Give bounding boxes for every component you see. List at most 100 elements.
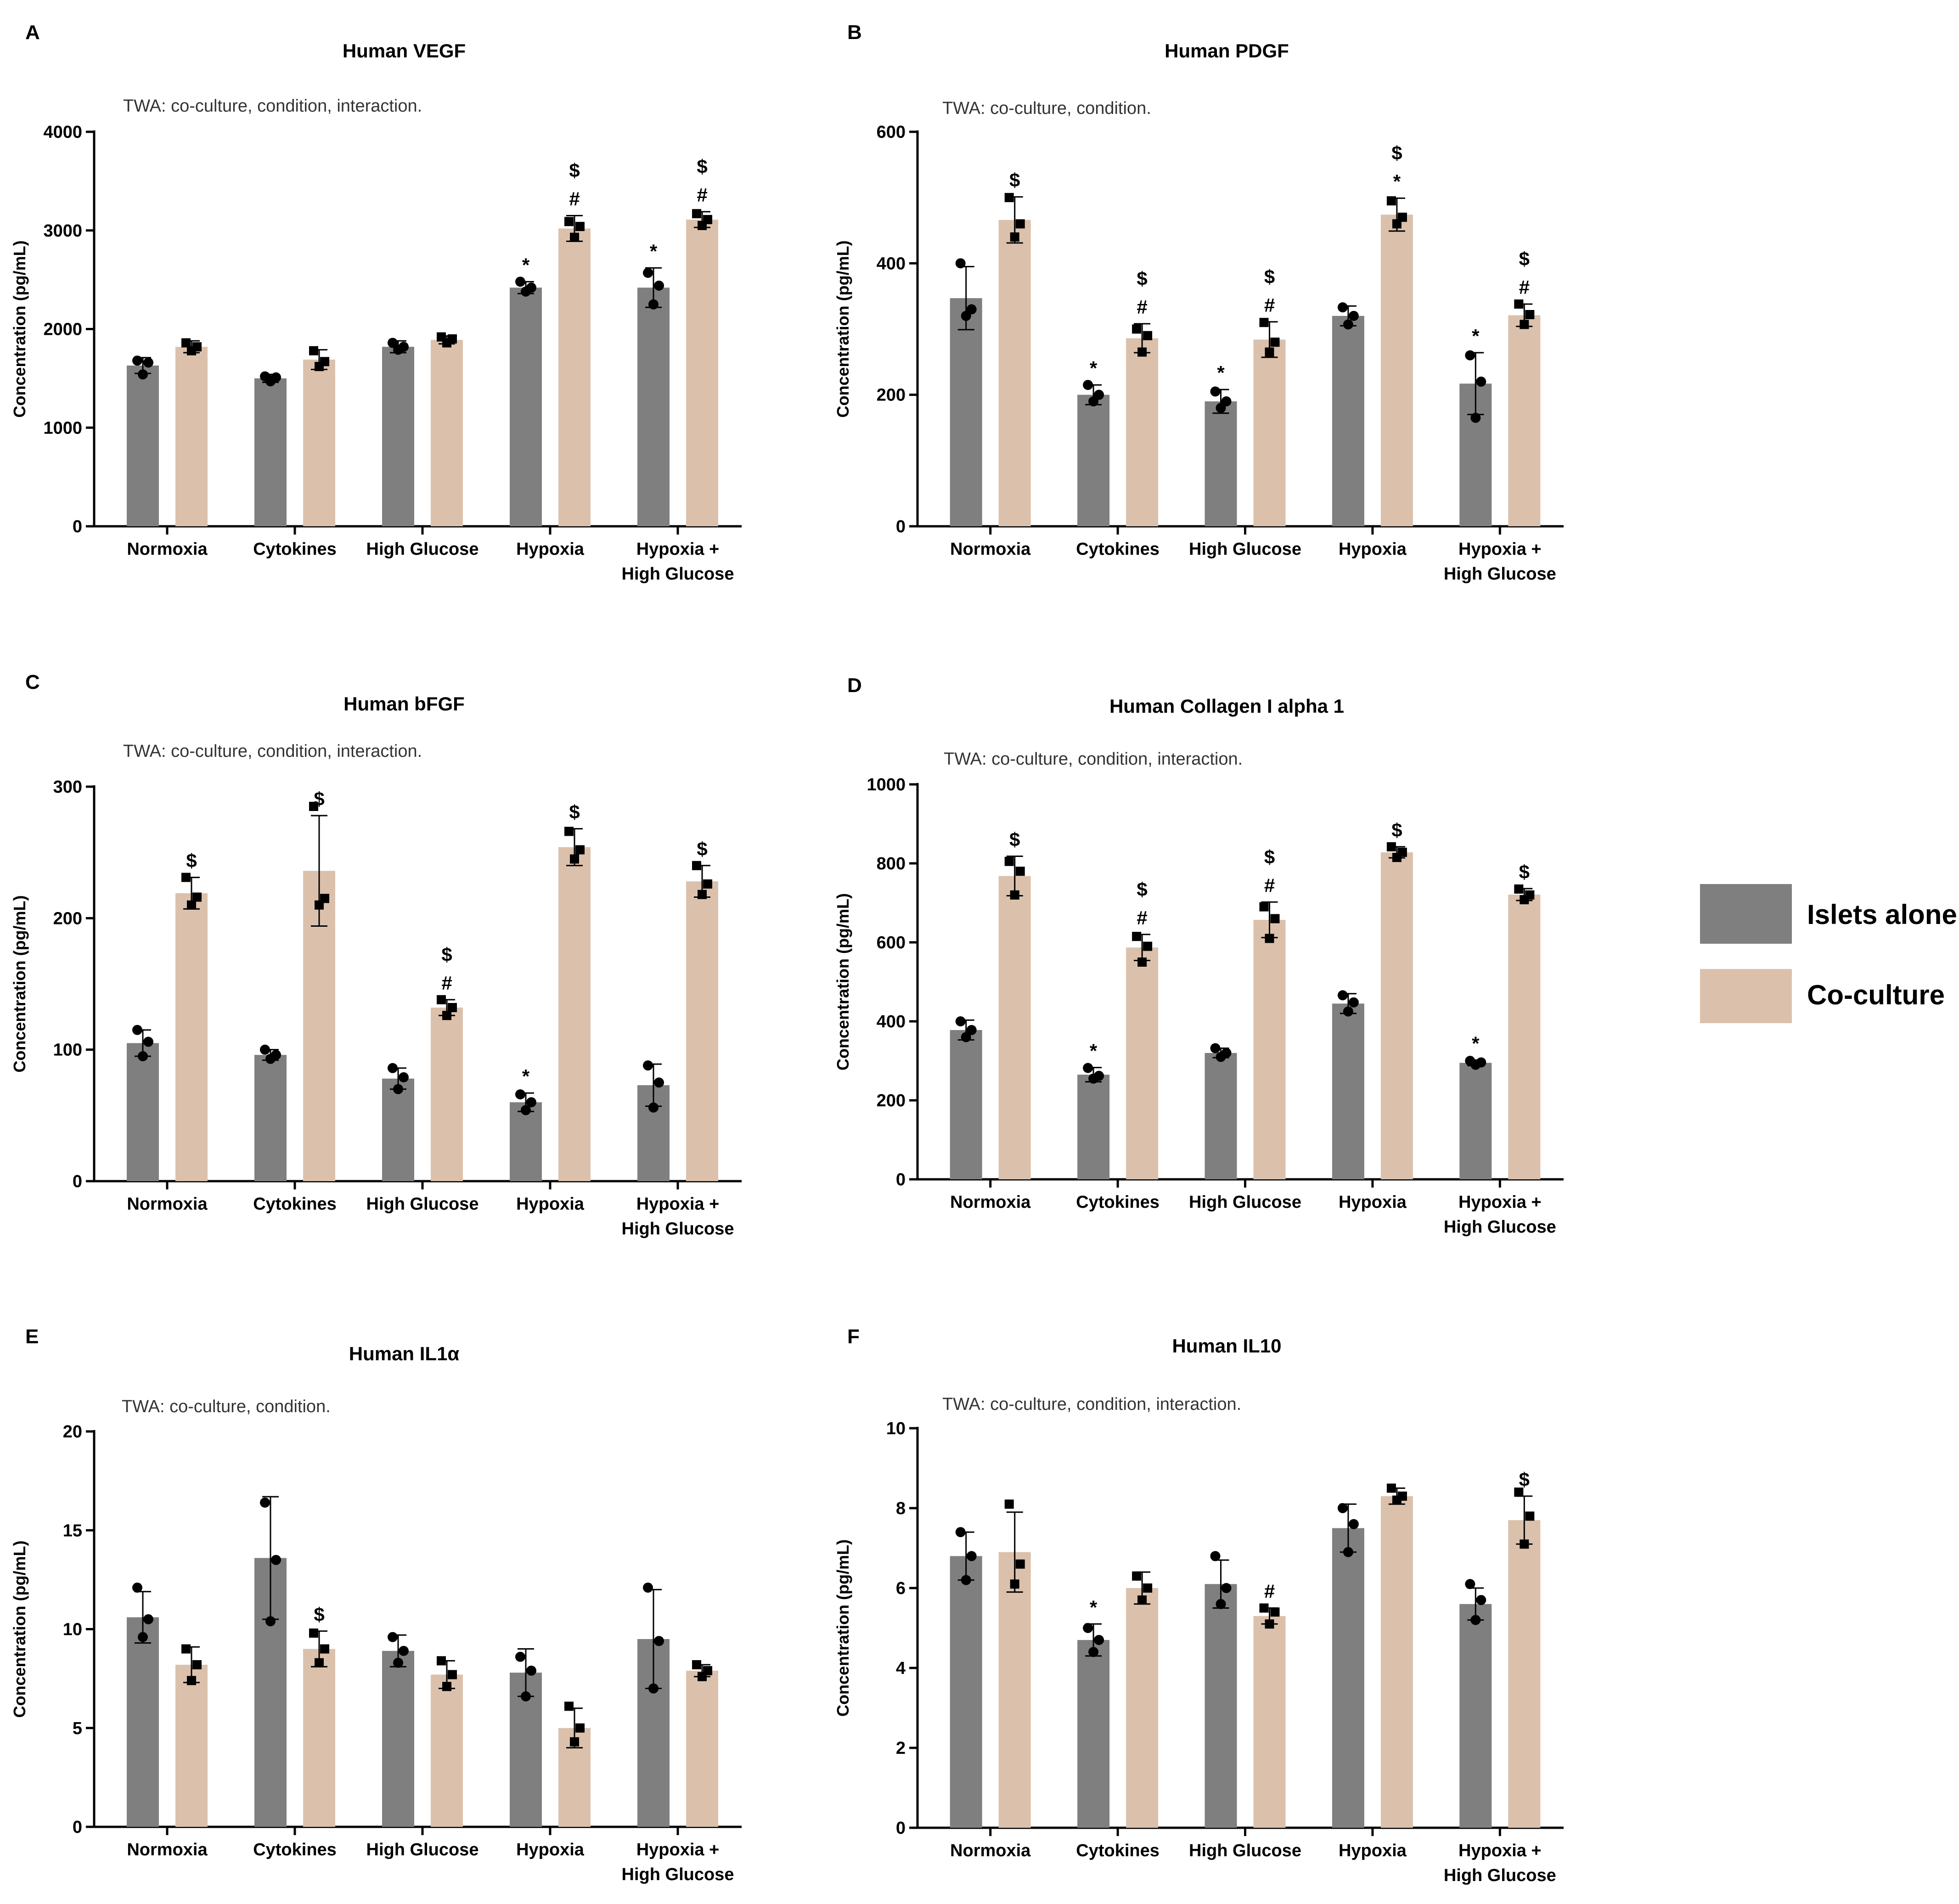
data-point: [966, 1551, 977, 1561]
y-axis-label: Concentration (pg/mL): [833, 1539, 852, 1717]
data-point: [955, 1527, 966, 1538]
significance-marker: $: [1391, 819, 1402, 841]
data-point: [1015, 219, 1025, 229]
significance-marker: #: [1264, 874, 1275, 896]
data-point: [692, 209, 701, 219]
x-tick-label: Hypoxia: [1339, 1841, 1407, 1860]
data-point: [1397, 847, 1407, 857]
data-point: [526, 1665, 536, 1676]
y-axis-label: Concentration (pg/mL): [10, 241, 29, 418]
data-point: [399, 342, 409, 352]
data-point: [1004, 1499, 1014, 1509]
data-point: [643, 268, 653, 278]
stats-note: TWA: co-culture, condition, interaction.: [942, 1395, 1241, 1414]
significance-marker: $: [314, 1604, 324, 1625]
x-tick-label: Normoxia: [950, 1841, 1031, 1860]
data-point: [315, 1658, 324, 1667]
data-point: [393, 1084, 403, 1094]
significance-marker: $: [314, 788, 324, 810]
data-point: [1265, 347, 1274, 357]
data-point: [1221, 1583, 1232, 1593]
data-point: [575, 222, 585, 231]
data-point: [1520, 1539, 1529, 1549]
bar: [127, 365, 159, 526]
panel-letter: F: [847, 1325, 860, 1348]
data-point: [1259, 1603, 1269, 1613]
data-point: [1010, 1579, 1019, 1589]
y-tick-label: 200: [877, 386, 906, 405]
data-point: [320, 357, 329, 366]
data-point: [309, 1628, 318, 1638]
stats-note: TWA: co-culture, condition.: [122, 1397, 331, 1416]
bar: [431, 1008, 463, 1181]
y-tick-label: 0: [896, 1819, 906, 1838]
data-point: [1132, 1571, 1142, 1581]
data-point: [1210, 1043, 1221, 1053]
data-point: [654, 281, 664, 291]
chart-title: Human Collagen I alpha 1: [1109, 695, 1344, 717]
significance-marker: *: [1217, 362, 1225, 383]
significance-marker: $: [1519, 861, 1530, 883]
data-point: [521, 1691, 531, 1701]
x-tick-label: Cytokines: [1076, 1193, 1160, 1212]
x-tick-label: Hypoxia: [1339, 1193, 1407, 1212]
bar: [1459, 1604, 1492, 1828]
bar: [175, 1664, 208, 1827]
y-tick-label: 300: [53, 777, 82, 797]
data-point: [570, 232, 579, 242]
y-axis-label: Concentration (pg/mL): [833, 893, 852, 1070]
y-tick-label: 10: [63, 1620, 82, 1639]
data-point: [703, 879, 712, 889]
data-point: [1270, 338, 1280, 347]
bar: [431, 1674, 463, 1827]
data-point: [143, 357, 153, 368]
x-tick-label: High Glucose: [366, 1194, 479, 1214]
bar: [1332, 1528, 1364, 1828]
data-point: [1265, 1619, 1274, 1629]
significance-marker: $: [697, 838, 707, 860]
panel-letter: C: [25, 671, 40, 693]
x-tick-label: High Glucose: [1189, 540, 1301, 559]
bar: [950, 298, 982, 526]
bar: [382, 1078, 414, 1181]
x-tick-label: Hypoxia: [516, 1194, 585, 1214]
x-tick-label: Normoxia: [950, 1193, 1031, 1212]
data-point: [192, 892, 202, 902]
data-point: [966, 304, 977, 315]
data-point: [187, 900, 196, 910]
data-point: [1470, 1615, 1481, 1625]
data-point: [181, 873, 191, 882]
y-tick-label: 20: [63, 1422, 82, 1442]
data-point: [132, 1025, 142, 1035]
data-point: [643, 1060, 653, 1071]
significance-marker: #: [1519, 276, 1530, 298]
panel-e: E Human IL1α TWA: co-culture, condition. Co…: [10, 1325, 742, 1884]
significance-marker: $: [1519, 1469, 1530, 1490]
bar: [1077, 1075, 1110, 1179]
data-point: [1348, 997, 1359, 1008]
data-point: [1015, 1559, 1025, 1569]
y-tick-label: 0: [73, 1172, 82, 1191]
panel-letter: B: [847, 21, 862, 44]
y-tick-label: 0: [896, 517, 906, 536]
bar: [1380, 214, 1413, 526]
chart-title: Human VEGF: [343, 40, 466, 62]
data-point: [388, 1063, 398, 1073]
data-point: [388, 1632, 398, 1642]
data-point: [1137, 958, 1147, 967]
panel-d: D Human Collagen I alpha 1 TWA: co-culture…: [833, 674, 1564, 1237]
data-point: [1525, 1511, 1535, 1521]
data-point: [1343, 1006, 1353, 1017]
data-point: [1132, 324, 1142, 334]
data-point: [1514, 884, 1524, 894]
data-point: [1083, 1623, 1093, 1633]
data-point: [448, 334, 457, 344]
y-tick-label: 15: [63, 1521, 82, 1540]
data-point: [1397, 1491, 1407, 1501]
x-tick-label: Hypoxia +: [636, 540, 720, 559]
data-point: [703, 215, 712, 225]
data-point: [1348, 1519, 1359, 1529]
bar: [254, 1055, 287, 1181]
data-point: [1386, 1483, 1396, 1493]
x-tick-label: High Glucose: [622, 564, 734, 584]
